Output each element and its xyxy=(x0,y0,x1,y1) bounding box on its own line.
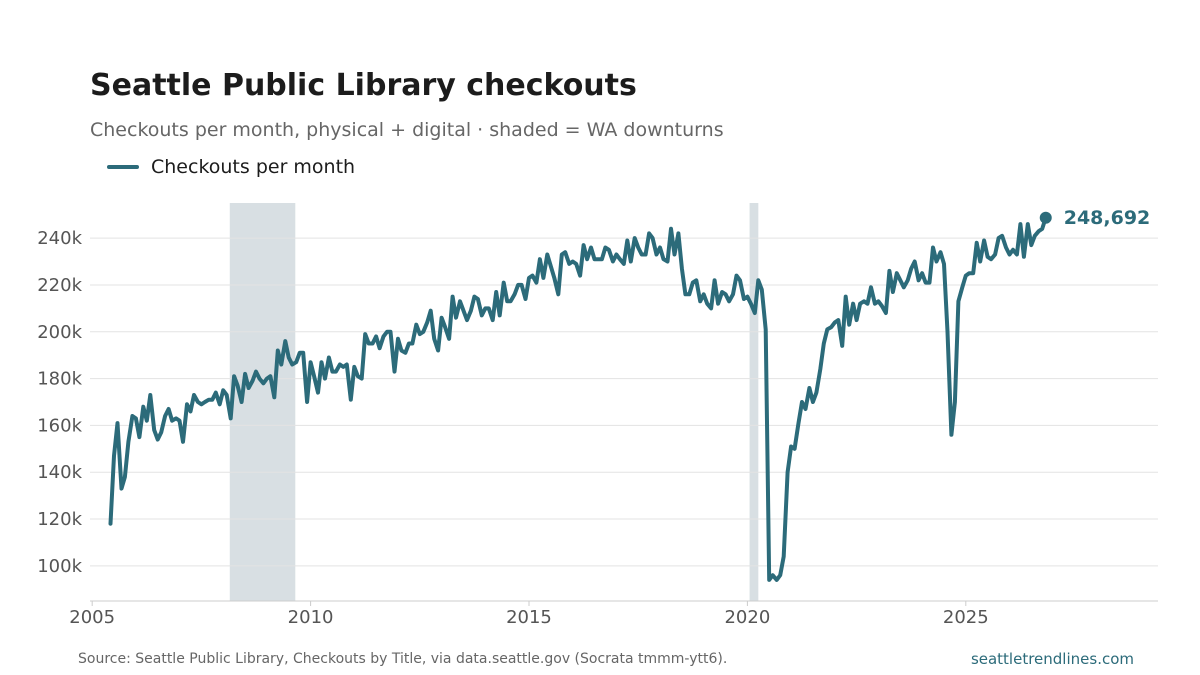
y-tick-label-160000: 160k xyxy=(37,415,82,436)
y-tick-label-180000: 180k xyxy=(37,369,82,390)
source-note: Source: Seattle Public Library, Checkout… xyxy=(78,651,728,667)
end-point-marker xyxy=(1039,211,1052,224)
chart-subtitle: Checkouts per month, physical + digital … xyxy=(90,119,724,141)
y-tick-label-200000: 200k xyxy=(37,322,82,343)
y-tick-label-240000: 240k xyxy=(37,228,82,249)
site-link[interactable]: seattletrendlines.com xyxy=(970,650,1134,668)
end-value-label: 248,692 xyxy=(1064,207,1151,229)
x-tick-label-2025: 2025 xyxy=(943,607,989,628)
legend-label: Checkouts per month xyxy=(151,156,356,178)
x-tick-label-2010: 2010 xyxy=(288,607,334,628)
chart-title: Seattle Public Library checkouts xyxy=(90,68,637,103)
x-tick-label-2005: 2005 xyxy=(69,607,115,628)
downturn-shade-2 xyxy=(749,203,759,601)
y-tick-label-220000: 220k xyxy=(37,275,82,296)
series-line-checkouts xyxy=(108,215,1048,582)
legend: Checkouts per month xyxy=(107,156,355,178)
y-tick-label-140000: 140k xyxy=(37,462,82,483)
y-tick-label-120000: 120k xyxy=(37,509,82,530)
y-tick-label-100000: 100k xyxy=(37,556,82,577)
x-tick-label-2015: 2015 xyxy=(506,607,552,628)
x-tick-label-2020: 2020 xyxy=(724,607,770,628)
legend-swatch xyxy=(107,165,139,169)
